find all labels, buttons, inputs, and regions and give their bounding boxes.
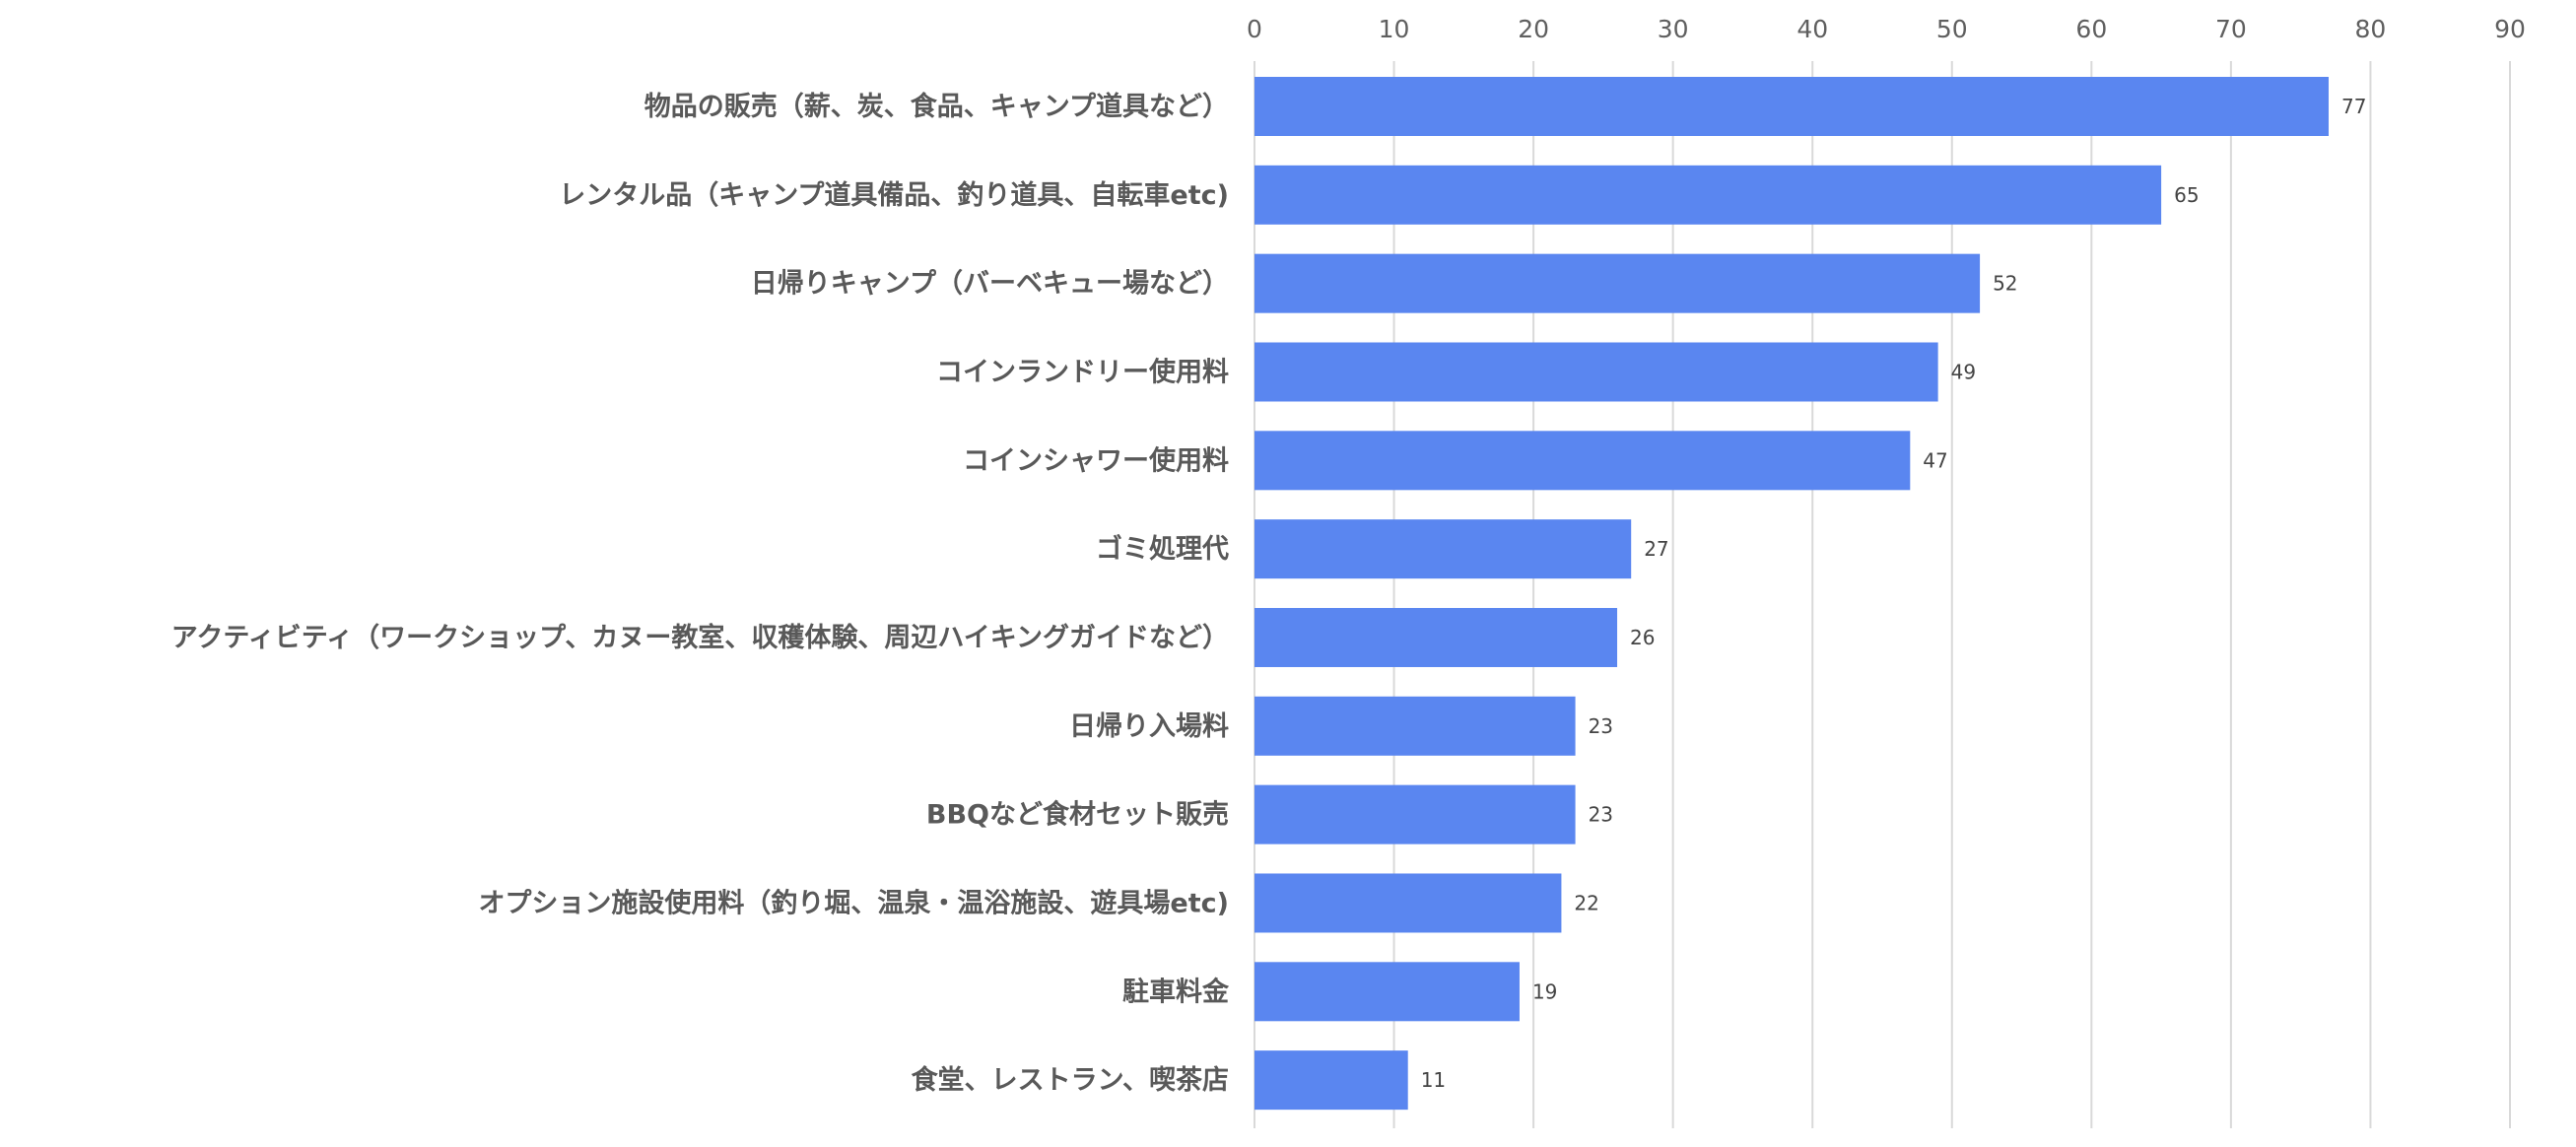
- category-label: オプション施設使用料（釣り堀、温泉・温浴施設、遊具場etc): [478, 887, 1229, 918]
- data-label: 19: [1532, 979, 1557, 1003]
- data-label: 49: [1951, 360, 1976, 383]
- bar: [1254, 696, 1576, 756]
- category-label: コインランドリー使用料: [936, 357, 1229, 387]
- bar: [1254, 77, 2329, 136]
- bar: [1254, 873, 1562, 933]
- x-tick-label: 0: [1247, 15, 1262, 43]
- category-labels: 物品の販売（薪、炭、食品、キャンプ道具など） レンタル品（キャンプ道具備品、釣り道…: [171, 91, 1230, 1096]
- data-label: 23: [1589, 803, 1613, 827]
- bars: [1254, 77, 2329, 1111]
- bar: [1254, 1050, 1408, 1111]
- x-tick-label: 70: [2215, 15, 2247, 43]
- category-label: アクティビティ（ワークショップ、カヌー教室、収穫体験、周辺ハイキングガイドなど）: [171, 622, 1229, 653]
- data-label: 65: [2174, 183, 2199, 207]
- category-label: BBQなど食材セット販売: [926, 799, 1229, 831]
- x-tick-label: 30: [1658, 15, 1689, 43]
- x-tick-label: 50: [1936, 15, 1968, 43]
- bar: [1254, 431, 1911, 491]
- category-label: 日帰りキャンプ（バーベキュー場など）: [751, 269, 1229, 300]
- data-label: 52: [1993, 272, 2017, 296]
- category-label: 日帰り入場料: [1069, 711, 1229, 742]
- bar: [1254, 962, 1520, 1022]
- bar: [1254, 165, 2162, 225]
- bar: [1254, 342, 1938, 402]
- data-label: 27: [1644, 537, 1668, 561]
- data-label: 47: [1923, 448, 1947, 472]
- category-label: 食堂、レストラン、喫茶店: [912, 1064, 1229, 1096]
- bar: [1254, 253, 1981, 313]
- category-label: ゴミ処理代: [1096, 533, 1229, 565]
- category-label: コインシャワー使用料: [963, 445, 1229, 476]
- x-tick-label: 90: [2494, 15, 2526, 43]
- category-label: 物品の販売（薪、炭、食品、キャンプ道具など）: [644, 91, 1229, 122]
- bar: [1254, 607, 1618, 667]
- bar: [1254, 784, 1576, 844]
- x-tick-label: 60: [2075, 15, 2107, 43]
- x-tick-label: 40: [1796, 15, 1828, 43]
- data-label: 11: [1421, 1068, 1446, 1092]
- gridlines: [1254, 61, 2511, 1128]
- data-label: 23: [1589, 714, 1613, 738]
- bar: [1254, 519, 1632, 579]
- category-label: 駐車料金: [1122, 976, 1230, 1007]
- data-labels: 77 65 52 49 47 27 26 23 23 22 19 11: [1421, 95, 2367, 1092]
- category-label: レンタル品（キャンプ道具備品、釣り道具、自転車etc): [559, 179, 1229, 211]
- data-label: 77: [2341, 95, 2366, 118]
- x-tick-label: 80: [2355, 15, 2387, 43]
- x-tick-label: 10: [1379, 15, 1410, 43]
- data-label: 26: [1630, 626, 1655, 649]
- x-tick-label: 20: [1518, 15, 1549, 43]
- data-label: 22: [1574, 891, 1598, 914]
- x-axis-ticks: 0 10 20 30 40 50 60 70 80 90: [1247, 15, 2526, 43]
